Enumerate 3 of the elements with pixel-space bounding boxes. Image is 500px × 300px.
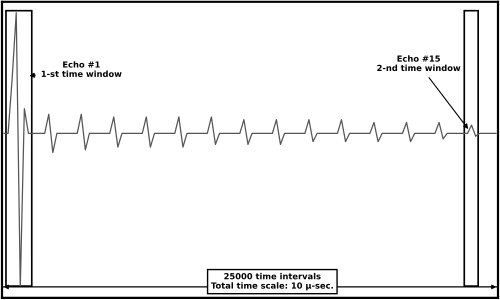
annotation: 25000 time intervals Total time scale: 10 μ-sec.: [210, 272, 333, 290]
annotation: Echo #1 1-st time window: [42, 61, 122, 77]
annotation: Echo #15 2-nd time window: [377, 55, 460, 72]
